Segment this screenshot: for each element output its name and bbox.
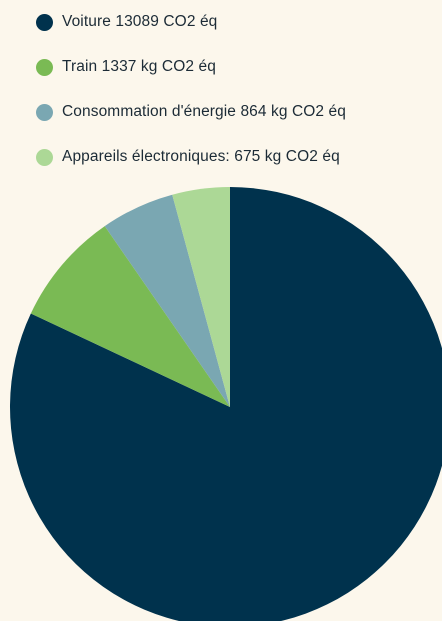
legend-label-appareils: Appareils électroniques: 675 kg CO2 éq	[62, 148, 340, 165]
legend-label-energie: Consommation d'énergie 864 kg CO2 éq	[62, 103, 346, 120]
legend-swatch-train	[36, 58, 53, 76]
legend-swatch-energie	[36, 103, 53, 121]
legend-label-train: Train 1337 kg CO2 éq	[62, 58, 216, 75]
legend-item-train[interactable]: Train 1337 kg CO2 éq	[36, 56, 346, 78]
pie-slice-energie[interactable]	[104, 194, 230, 407]
legend-swatch-voiture	[36, 13, 53, 31]
pie-slice-train[interactable]	[30, 226, 231, 407]
pie-slice-voiture[interactable]	[10, 187, 442, 621]
legend-item-voiture[interactable]: Voiture 13089 CO2 éq	[36, 11, 346, 33]
chart-legend: Voiture 13089 CO2 éq Train 1337 kg CO2 é…	[36, 11, 346, 191]
legend-swatch-appareils	[36, 148, 53, 166]
legend-label-voiture: Voiture 13089 CO2 éq	[62, 13, 218, 30]
legend-item-appareils[interactable]: Appareils électroniques: 675 kg CO2 éq	[36, 146, 346, 168]
pie-slice-appareils[interactable]	[172, 187, 230, 407]
legend-item-energie[interactable]: Consommation d'énergie 864 kg CO2 éq	[36, 101, 346, 123]
